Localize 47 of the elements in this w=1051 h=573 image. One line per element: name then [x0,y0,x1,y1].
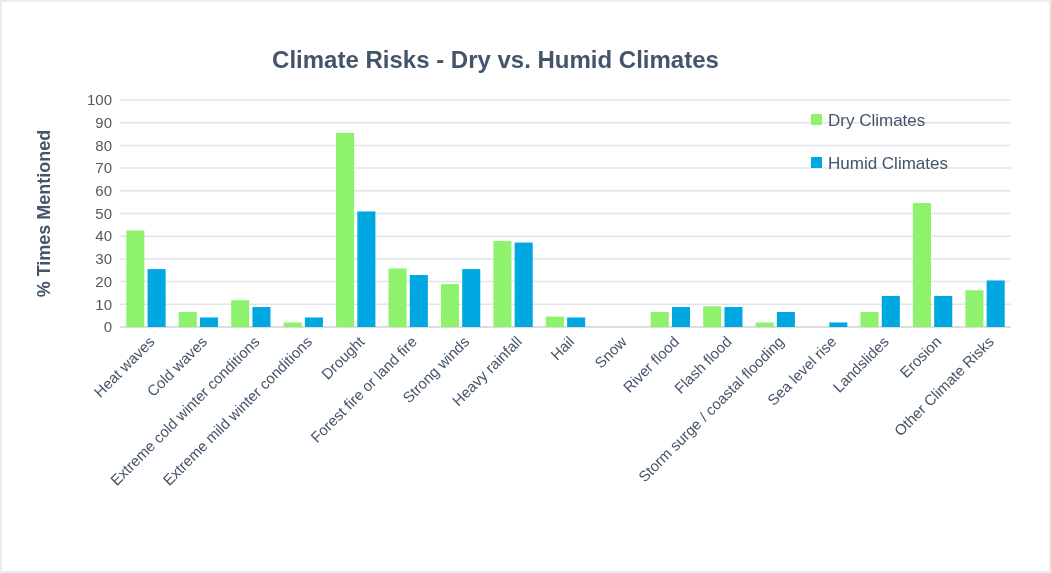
bar [986,280,1005,327]
bar [388,268,407,327]
bar [912,203,931,327]
bar [493,240,512,327]
bar [440,284,460,327]
y-tick-label: 10 [95,295,112,313]
bar [545,316,564,327]
bar [934,295,953,327]
x-tick-label: Hail [547,332,578,364]
y-tick-label: 50 [95,204,112,222]
bar [336,132,355,327]
bar [126,230,145,327]
bar [567,317,586,327]
bar [409,275,428,327]
bar [200,317,219,327]
bar [514,242,533,327]
y-tick-label: 0 [103,318,112,336]
y-tick-label: 80 [95,136,112,154]
bar [147,269,166,327]
y-tick-label: 60 [95,182,112,200]
bar [881,295,900,327]
bar [357,211,376,327]
bar [829,322,848,327]
y-tick-label: 30 [95,250,112,268]
bar [231,300,250,327]
bar [703,306,722,327]
bar [304,317,323,327]
bar [671,307,691,327]
bar [724,307,743,327]
bar [650,312,669,327]
y-tick-label: 70 [95,159,112,177]
y-tick-label: 100 [86,91,112,109]
y-axis-title: % Times Mentioned [34,129,54,298]
y-tick-label: 20 [95,272,112,290]
bar [283,322,302,327]
bar [755,322,774,327]
bar [252,307,271,327]
legend-label: Humid Climates [828,153,948,173]
bar [965,290,984,327]
chart-title: Climate Risks - Dry vs. Humid Climates [272,46,719,73]
bar [776,312,795,327]
y-tick-label: 90 [95,113,112,131]
legend-label: Dry Climates [828,110,926,130]
bar [178,312,197,327]
bar [462,269,481,327]
bar [860,312,879,327]
y-tick-label: 40 [95,227,112,245]
